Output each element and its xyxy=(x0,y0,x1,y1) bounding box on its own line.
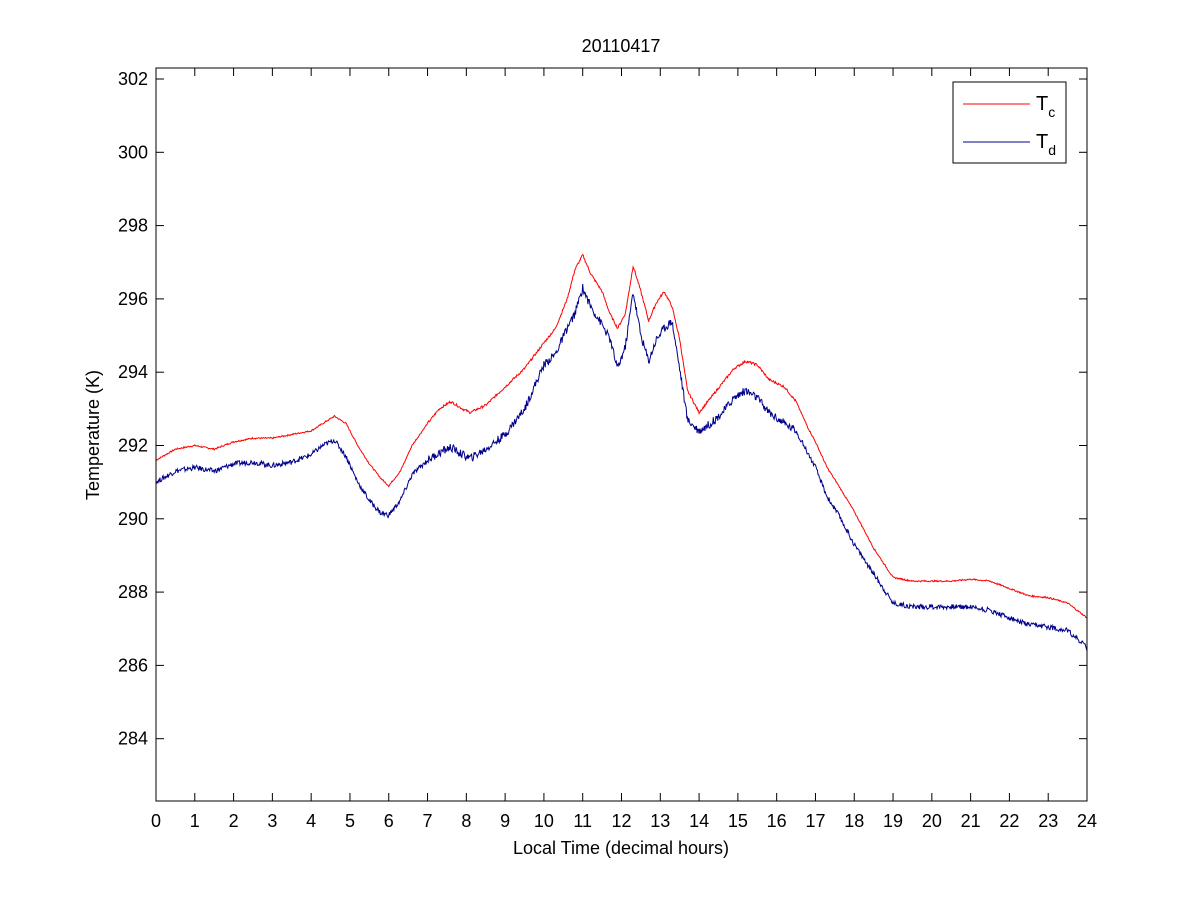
x-axis-label: Local Time (decimal hours) xyxy=(513,838,729,858)
series-line-d xyxy=(155,283,1088,651)
x-tick-label: 9 xyxy=(500,811,510,831)
x-tick-label: 16 xyxy=(767,811,787,831)
x-tick-label: 11 xyxy=(573,811,592,831)
x-tick-label: 2 xyxy=(229,811,239,831)
x-tick-label: 12 xyxy=(611,811,631,831)
x-tick-label: 19 xyxy=(883,811,903,831)
x-tick-label: 6 xyxy=(384,811,394,831)
chart-title: 20110417 xyxy=(582,36,661,56)
y-tick-label: 290 xyxy=(118,509,148,529)
series-layer xyxy=(155,253,1088,651)
y-tick-label: 298 xyxy=(118,216,148,236)
y-tick-label: 286 xyxy=(118,655,148,675)
x-tick-label: 17 xyxy=(805,811,825,831)
x-tick-label: 10 xyxy=(534,811,554,831)
x-tick-label: 20 xyxy=(922,811,942,831)
x-tick-label: 22 xyxy=(999,811,1019,831)
y-axis-label: Temperature (K) xyxy=(83,370,103,500)
y-tick-label: 284 xyxy=(118,729,148,749)
y-tick-label: 300 xyxy=(118,142,148,162)
x-tick-label: 18 xyxy=(844,811,864,831)
x-tick-label: 7 xyxy=(423,811,433,831)
y-tick-label: 302 xyxy=(118,69,148,89)
y-tick-label: 296 xyxy=(118,289,148,309)
plot-frame xyxy=(155,67,1088,802)
y-tick-label: 292 xyxy=(118,435,148,455)
series-line-c xyxy=(155,253,1088,619)
x-tick-label: 13 xyxy=(650,811,670,831)
x-tick-label: 5 xyxy=(345,811,355,831)
x-tick-label: 8 xyxy=(461,811,471,831)
x-tick-label: 3 xyxy=(267,811,277,831)
x-tick-label: 23 xyxy=(1038,811,1058,831)
y-tick-label: 288 xyxy=(118,582,148,602)
plot-area xyxy=(156,68,1087,801)
tick-layer: 0 1 2 3 4 5 6 7 8 9 10 11 12 13 14 15 16 17 18 19 20 21 22 23 24… xyxy=(118,68,1097,831)
x-tick-label: 0 xyxy=(151,811,161,831)
x-tick-label: 15 xyxy=(728,811,748,831)
x-tick-label: 4 xyxy=(306,811,316,831)
x-tick-label: 24 xyxy=(1077,811,1097,831)
x-tick-label: 14 xyxy=(689,811,709,831)
x-tick-label: 1 xyxy=(190,811,200,831)
legend-box xyxy=(952,81,1067,164)
x-tick-label: 21 xyxy=(961,811,981,831)
y-tick-label: 294 xyxy=(118,362,148,382)
